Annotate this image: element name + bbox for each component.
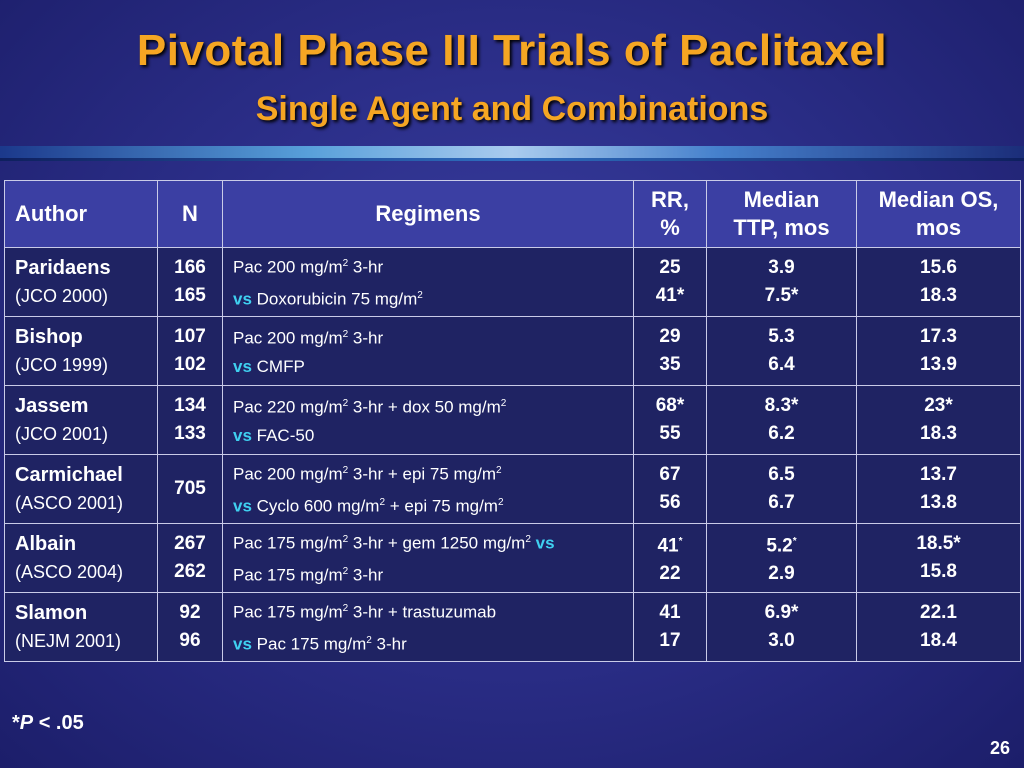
table-row: Paridaens (JCO 2000) 166 165 Pac 200 mg/… [4,247,1021,317]
table-row: Slamon (NEJM 2001) 92 96 Pac 175 mg/m2 3… [4,592,1021,662]
regimens-cell: Pac 200 mg/m2 3-hr vs CMFP [222,316,634,386]
os-cell: 18.5* 15.8 [856,523,1021,593]
n-cell: 705 [157,454,223,524]
regimens-cell: Pac 175 mg/m2 3-hr + gem 1250 mg/m2 vs P… [222,523,634,593]
os-cell: 13.7 13.8 [856,454,1021,524]
regimens-cell: Pac 220 mg/m2 3-hr + dox 50 mg/m2 vs FAC… [222,385,634,455]
rr-cell: 68* 55 [633,385,707,455]
rr-cell: 25 41* [633,247,707,317]
rr-cell: 41 17 [633,592,707,662]
slide-title: Pivotal Phase III Trials of Paclitaxel [136,26,888,75]
ttp-cell: 6.9* 3.0 [706,592,857,662]
header-ttp: Median TTP, mos [706,180,857,248]
page-number: 26 [989,738,1010,758]
ttp-cell: 5.2* 2.9 [706,523,857,593]
header-rr: RR, % [633,180,707,248]
author-cell: Jassem (JCO 2001) [4,385,158,455]
rr-cell: 41* 22 [633,523,707,593]
os-cell: 17.3 13.9 [856,316,1021,386]
os-cell: 15.6 18.3 [856,247,1021,317]
ttp-cell: 3.9 7.5* [706,247,857,317]
author-cell: Bishop (JCO 1999) [4,316,158,386]
author-cell: Slamon (NEJM 2001) [4,592,158,662]
rr-cell: 67 56 [633,454,707,524]
author-cell: Paridaens (JCO 2000) [4,247,158,317]
regimens-cell: Pac 200 mg/m2 3-hr + epi 75 mg/m2 vs Cyc… [222,454,634,524]
n-cell: 166 165 [157,247,223,317]
header-regimens: Regimens [222,180,634,248]
n-cell: 267 262 [157,523,223,593]
decorative-swoosh-shadow [0,158,1024,161]
os-cell: 23* 18.3 [856,385,1021,455]
regimens-cell: Pac 175 mg/m2 3-hr + trastuzumab vs Pac … [222,592,634,662]
n-cell: 107 102 [157,316,223,386]
table-row: Albain (ASCO 2004) 267 262 Pac 175 mg/m2… [4,523,1021,593]
ttp-cell: 5.3 6.4 [706,316,857,386]
n-cell: 92 96 [157,592,223,662]
os-cell: 22.1 18.4 [856,592,1021,662]
decorative-swoosh [0,146,1024,160]
table-row: Jassem (JCO 2001) 134 133 Pac 220 mg/m2 … [4,385,1021,455]
rr-cell: 29 35 [633,316,707,386]
ttp-cell: 6.5 6.7 [706,454,857,524]
ttp-cell: 8.3* 6.2 [706,385,857,455]
trials-table: Author N Regimens RR, % Median TTP, mos … [4,180,1021,662]
regimens-cell: Pac 200 mg/m2 3-hr vs Doxorubicin 75 mg/… [222,247,634,317]
significance-footnote: *P < .05 [12,712,84,734]
table-row: Carmichael (ASCO 2001) 705 Pac 200 mg/m2… [4,454,1021,524]
table-header-row: Author N Regimens RR, % Median TTP, mos … [4,180,1021,248]
author-cell: Albain (ASCO 2004) [4,523,158,593]
header-author: Author [4,180,158,248]
n-cell: 134 133 [157,385,223,455]
slide-subtitle: Single Agent and Combinations [255,90,769,128]
table-row: Bishop (JCO 1999) 107 102 Pac 200 mg/m2 … [4,316,1021,386]
author-cell: Carmichael (ASCO 2001) [4,454,158,524]
header-os: Median OS, mos [856,180,1021,248]
header-n: N [157,180,223,248]
